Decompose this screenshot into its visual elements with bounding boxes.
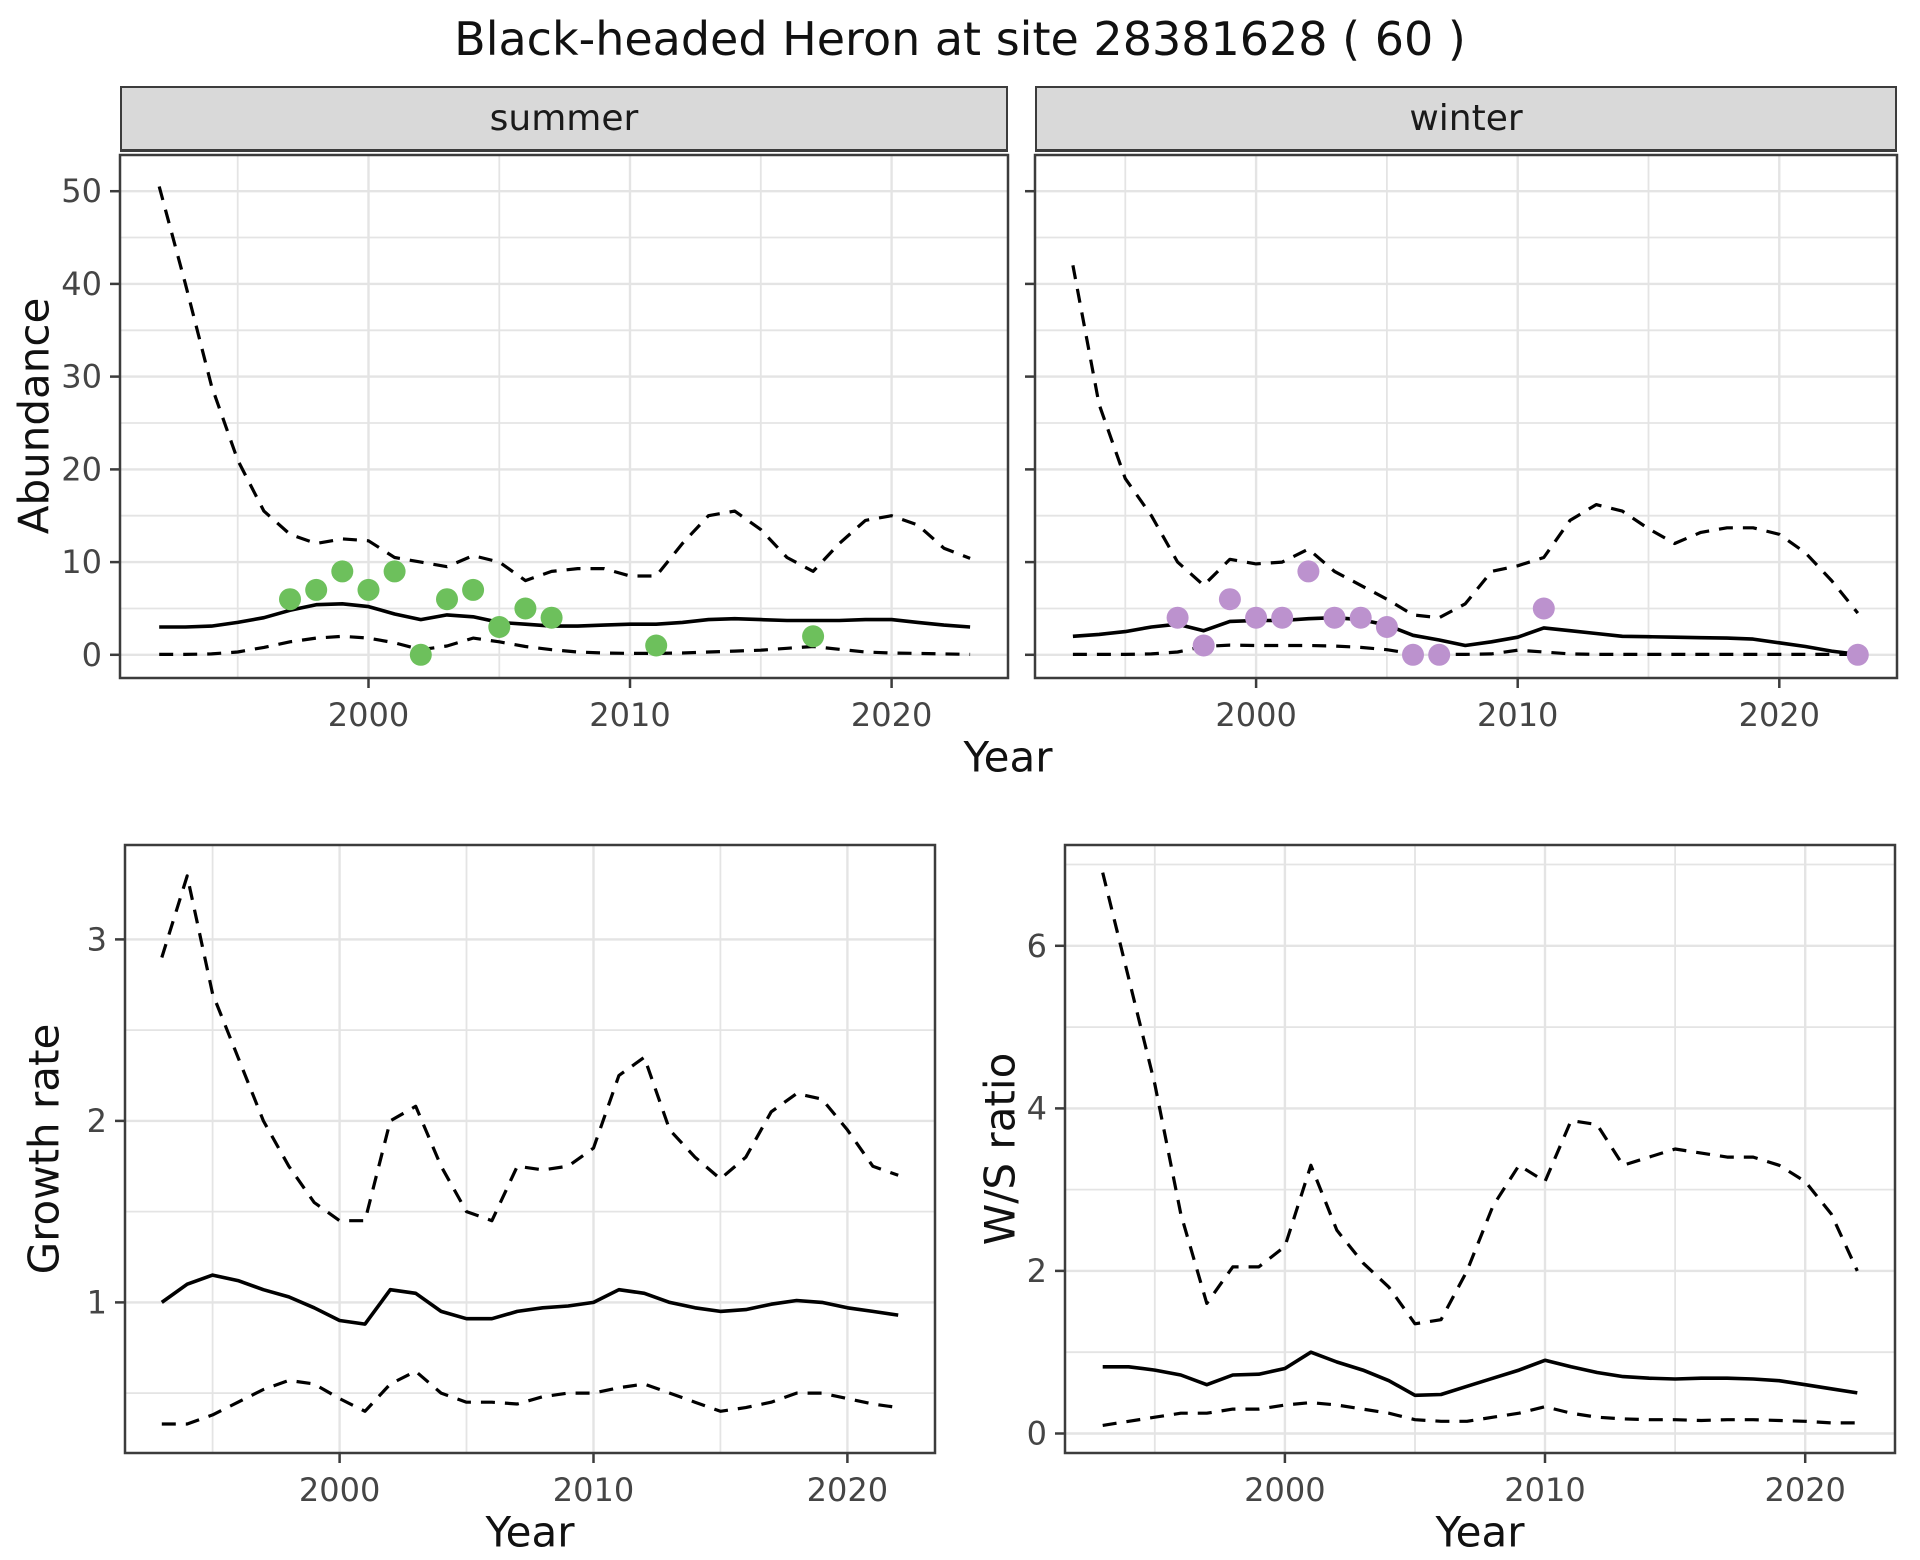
y-tick-label: 4 xyxy=(1027,1089,1047,1127)
x-tick-label: 2000 xyxy=(1244,1471,1325,1509)
facet-strip-summer-label: summer xyxy=(489,98,639,139)
observed-counts-summer xyxy=(645,634,668,657)
y-tick-label: 2 xyxy=(87,1102,107,1140)
facet-strip-summer: summer xyxy=(120,86,1008,152)
y-tick-label: 50 xyxy=(61,172,102,210)
y-tick-label: 40 xyxy=(61,265,102,303)
panel-abundance-summer: 2000 2010 2020 0 10 20 30 40 50 xyxy=(61,153,1010,734)
panel-border-ws-ratio xyxy=(1063,843,1897,1455)
observed-counts-winter xyxy=(1297,560,1320,583)
panel-growth-rate: 2000 2010 2020 1 2 3 xyxy=(87,843,937,1509)
y-tick-label: 0 xyxy=(1027,1415,1047,1453)
abundance-winter-median xyxy=(1072,615,1859,657)
y-tick-label: 1 xyxy=(87,1283,107,1321)
observed-counts-winter xyxy=(1271,606,1294,629)
observed-counts-summer xyxy=(383,560,406,583)
y-tick-label: 0 xyxy=(82,636,102,674)
observed-counts-winter xyxy=(1166,606,1189,629)
ws-ratio-ci-upper xyxy=(1101,872,1859,1326)
x-tick-label: 2010 xyxy=(1477,696,1558,734)
abundance-summer-ci-lower xyxy=(159,634,971,656)
observed-counts-summer xyxy=(488,616,511,638)
abundance-summer-ci-upper xyxy=(157,186,971,583)
y-tick-label: 20 xyxy=(61,450,102,488)
x-tick-label: 2020 xyxy=(851,696,932,734)
x-tick-label: 2020 xyxy=(1739,696,1820,734)
growth-rate-ci-lower xyxy=(161,1369,899,1426)
observed-counts-summer xyxy=(802,625,825,648)
observed-counts-summer xyxy=(331,560,354,583)
panel-ws-ratio: 2000 2010 2020 0 2 4 6 xyxy=(1027,843,1897,1509)
observed-counts-winter xyxy=(1428,643,1451,666)
x-tick-label: 2020 xyxy=(1764,1471,1845,1509)
ws-ratio-median xyxy=(1102,1350,1858,1398)
observed-counts-winter xyxy=(1349,606,1372,629)
growth-rate-median xyxy=(160,1273,899,1326)
observed-counts-summer xyxy=(409,643,432,666)
observed-counts-winter xyxy=(1402,643,1424,666)
y-tick-label: 2 xyxy=(1027,1252,1047,1290)
observed-counts-winter xyxy=(1218,588,1241,611)
x-tick-label: 2000 xyxy=(1215,696,1296,734)
x-tick-label: 2010 xyxy=(1504,1471,1585,1509)
x-axis-title-year-growth: Year xyxy=(485,1507,575,1557)
x-tick-label: 2000 xyxy=(299,1471,380,1509)
abundance-summer-median xyxy=(159,602,971,629)
x-tick-label: 2000 xyxy=(328,696,409,734)
y-tick-label: 30 xyxy=(61,358,102,396)
observed-counts-summer xyxy=(357,578,380,601)
observed-counts-winter xyxy=(1323,606,1346,629)
observed-counts-summer xyxy=(436,588,458,611)
y-tick-label: 10 xyxy=(61,543,102,581)
observed-counts-winter xyxy=(1245,606,1268,629)
x-tick-label: 2020 xyxy=(807,1471,888,1509)
panel-abundance-winter: 2000 2010 2020 xyxy=(1025,153,1899,734)
observed-counts-winter xyxy=(1375,616,1398,638)
observed-counts-summer xyxy=(279,588,301,611)
observed-counts-winter xyxy=(1192,634,1215,657)
x-axis-title-year-top: Year xyxy=(963,732,1053,782)
facet-strip-winter: winter xyxy=(1035,86,1897,152)
panel-border-abundance-winter xyxy=(1033,153,1899,680)
observed-counts-summer xyxy=(462,578,485,601)
x-tick-label: 2010 xyxy=(553,1471,634,1509)
figure-title: Black-headed Heron at site 28381628 ( 60… xyxy=(454,12,1466,66)
observed-counts-summer xyxy=(514,597,537,620)
x-axis-title-year-ws: Year xyxy=(1435,1507,1525,1557)
observed-counts-winter xyxy=(1532,597,1555,620)
y-tick-label: 3 xyxy=(87,920,107,958)
facet-strip-winter-label: winter xyxy=(1409,98,1523,139)
observed-counts-summer xyxy=(305,578,328,601)
panel-border-abundance-summer xyxy=(118,153,1010,680)
observed-counts-winter xyxy=(1846,643,1869,666)
growth-rate-ci-upper xyxy=(160,874,899,1223)
panel-border-growth-rate xyxy=(123,843,937,1455)
observed-counts-summer xyxy=(540,606,563,629)
y-tick-label: 6 xyxy=(1027,927,1047,965)
x-tick-label: 2010 xyxy=(589,696,670,734)
abundance-winter-ci-upper xyxy=(1071,265,1860,620)
ws-ratio-ci-lower xyxy=(1102,1401,1858,1427)
